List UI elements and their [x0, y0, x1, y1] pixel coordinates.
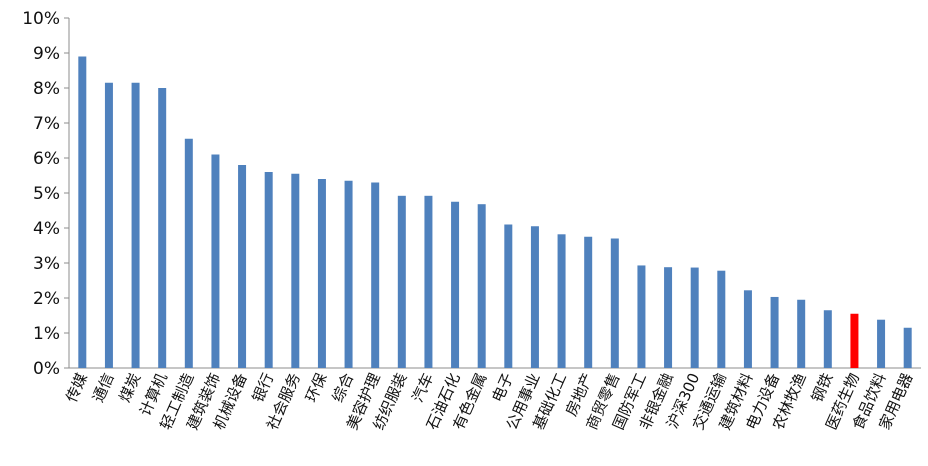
bar-16: [504, 224, 513, 368]
y-tick-label: 3%: [33, 254, 60, 274]
y-tick-label: 6%: [33, 149, 60, 169]
bar-29: [850, 313, 859, 368]
bar-2: [131, 82, 140, 368]
bar-25: [743, 290, 752, 368]
bar-7: [264, 172, 273, 368]
x-tick-label: 电子: [488, 370, 517, 405]
bar-24: [717, 270, 726, 368]
y-axis: 0% 1% 2% 3% 4% 5% 6% 7% 8% 9% 10%: [22, 9, 921, 379]
bar-23: [690, 267, 699, 368]
bar-19: [584, 236, 593, 368]
x-axis-labels: 传媒通信煤炭计算机轻工制造建筑装饰机械设备银行社会服务环保综合美容护理纺织服装汽…: [62, 370, 916, 432]
bar-8: [291, 173, 300, 368]
y-tick-label: 5%: [33, 184, 60, 204]
y-tick-label: 9%: [33, 44, 60, 64]
x-tick-label: 环保: [302, 370, 331, 405]
bar-26: [770, 296, 779, 368]
bar-15: [477, 204, 486, 368]
x-tick-label: 通信: [89, 370, 118, 405]
bar-31: [903, 327, 912, 368]
x-tick-label: 煤炭: [116, 370, 145, 405]
bar-11: [371, 182, 380, 368]
bar-18: [557, 234, 566, 368]
y-tick-label: 2%: [33, 289, 60, 309]
bar-22: [664, 267, 673, 368]
x-tick-label: 钢铁: [808, 370, 837, 405]
bar-13: [424, 195, 433, 368]
y-tick-label: 8%: [33, 79, 60, 99]
bar-20: [610, 238, 619, 368]
bar-1: [104, 82, 113, 368]
bar-6: [238, 165, 247, 368]
x-tick-label: 银行: [249, 370, 278, 405]
bar-3: [158, 88, 167, 368]
y-tick-label: 4%: [33, 219, 60, 239]
y-tick-label: 10%: [22, 9, 60, 29]
bar-27: [797, 299, 806, 368]
bar-0: [78, 56, 87, 368]
x-tick-label: 传媒: [62, 370, 91, 405]
bar-17: [530, 226, 539, 368]
bar-9: [317, 179, 326, 368]
bar-21: [637, 265, 646, 368]
y-tick-label: 1%: [33, 324, 60, 344]
x-tick-label: 汽车: [408, 370, 437, 405]
bar-10: [344, 180, 353, 368]
bar-4: [184, 138, 193, 368]
x-tick-label: 综合: [329, 370, 358, 405]
bar-12: [397, 195, 406, 368]
bar-28: [823, 310, 832, 368]
y-tick-label: 7%: [33, 114, 60, 134]
bar-5: [211, 154, 220, 368]
bar-14: [451, 201, 460, 368]
y-tick-label: 0%: [33, 359, 60, 379]
bars: [78, 56, 912, 368]
bar-30: [877, 319, 886, 368]
